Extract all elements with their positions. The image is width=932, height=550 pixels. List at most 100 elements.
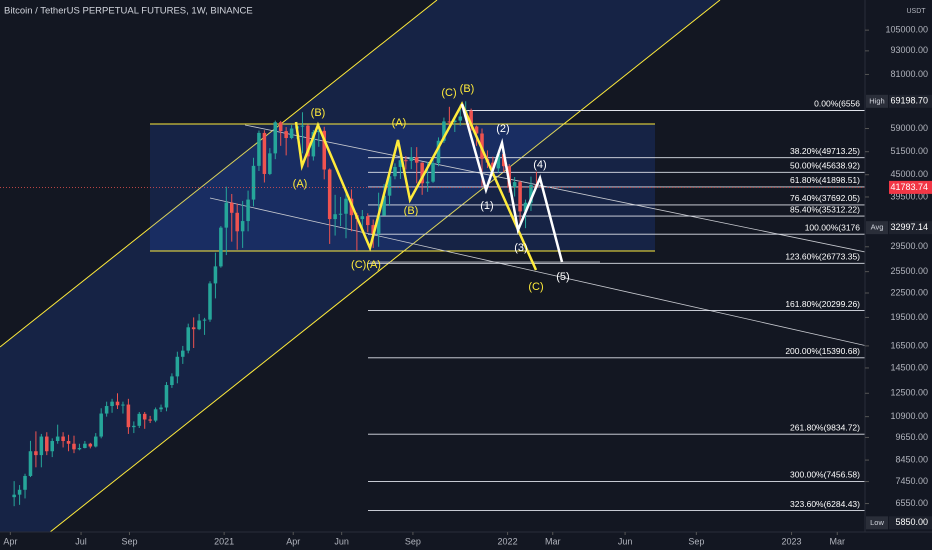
y-tick-label: 22500.00 (890, 287, 928, 297)
candle-body (246, 199, 250, 222)
fib-label: 161.80%(20299.26) (785, 299, 860, 309)
candle-body (197, 320, 201, 330)
candle-body (458, 116, 463, 121)
x-tick-label: Mar (545, 536, 561, 546)
candle-body (436, 140, 441, 164)
wave-label: (C) (528, 281, 543, 293)
candle-body (28, 451, 33, 476)
y-tick-label: 45000.00 (890, 169, 928, 179)
wave-abc (294, 101, 538, 271)
candle-body (61, 436, 65, 442)
y-tick-label: 105000.00 (885, 25, 928, 35)
candle-body (300, 125, 305, 127)
y-tick-label: 16500.00 (890, 340, 928, 350)
x-tick-label: Apr (3, 536, 17, 546)
candle-body (66, 441, 71, 444)
candle-body (474, 126, 479, 134)
candle-body (181, 350, 185, 357)
candle-body (202, 319, 207, 321)
candle-body (104, 406, 109, 414)
candle-body (360, 216, 365, 220)
fib-label: 261.80%(9834.72) (790, 422, 860, 432)
candle-body (88, 443, 93, 447)
candle-body (284, 131, 288, 139)
candle-body (278, 122, 283, 132)
candle-body (55, 436, 60, 442)
candle-body (235, 212, 239, 232)
x-tick-label: 2022 (498, 536, 518, 546)
wave-label: (B) (460, 83, 475, 95)
candle-body (229, 202, 234, 213)
candle-body (523, 202, 528, 212)
candle-body (219, 227, 223, 267)
y-tick-label: 25500.00 (890, 266, 928, 276)
candle-body (289, 128, 294, 139)
candle-body (442, 121, 446, 141)
wave-label: (B) (311, 107, 326, 119)
candle-body (333, 214, 337, 220)
wave-label: (3) (514, 242, 527, 254)
candle-body (518, 182, 522, 212)
y-tick-label: 39500.00 (890, 191, 928, 201)
y-tick-label: 10900.00 (890, 411, 928, 421)
trendline (209, 197, 865, 346)
candle-body (121, 404, 125, 406)
candle-body (257, 132, 261, 166)
chart-title: Bitcoin / TetherUS PERPETUAL FUTURES, 1W… (4, 6, 253, 17)
candle-body (137, 413, 142, 426)
candle-body (164, 385, 169, 408)
candle-body (83, 443, 87, 449)
x-tick-label: Sep (405, 536, 421, 546)
y-tick-label: 93000.00 (890, 45, 928, 55)
fib-label: 85.40%(35312.22) (790, 204, 860, 214)
candle-body (529, 184, 533, 203)
x-tick-label: Jun (618, 536, 633, 546)
candle-body (213, 266, 218, 284)
candle-body (491, 162, 495, 169)
candle-body (447, 121, 452, 123)
wave-label: (1) (480, 200, 493, 212)
y-tick-label: 19500.00 (890, 312, 928, 322)
wave-label: (4) (533, 159, 546, 171)
wave-paths (294, 101, 564, 271)
fib-label: 300.00%(7456.58) (790, 470, 860, 480)
y-tick-label: 8450.00 (895, 454, 928, 464)
candle-body (110, 401, 114, 407)
candle-body (262, 132, 267, 174)
candle-body (93, 436, 98, 447)
candle-body (409, 157, 414, 161)
candle-body (170, 376, 174, 386)
candle-body (431, 163, 435, 182)
marker-tag-label: Low (870, 518, 884, 527)
marker-box (889, 516, 932, 530)
candle-body (317, 130, 321, 133)
candle-body (115, 401, 120, 406)
candle-body (17, 489, 22, 495)
candle-body (12, 494, 16, 498)
candle-body (99, 413, 103, 437)
candle-body (273, 122, 278, 154)
fib-label: 323.60%(6284.43) (790, 499, 860, 509)
x-tick-label: 2023 (782, 536, 802, 546)
axes: 105000.00 93000.00 81000.00 59000.00 51500.0… (3, 25, 932, 546)
candle-body (175, 356, 180, 377)
x-tick-label: Jun (334, 536, 349, 546)
last-price-box (889, 180, 932, 194)
channel-lower (49, 0, 721, 532)
candle-body (72, 443, 76, 450)
candle-body (251, 165, 256, 200)
candle-body (398, 160, 403, 167)
marker-box (889, 221, 932, 235)
candle-body (327, 169, 332, 220)
marker-value: 32997.14 (890, 222, 928, 232)
wave-label: (A) (392, 117, 407, 129)
last-price-label: 41783.74 (890, 182, 928, 192)
marker-tag (866, 221, 888, 235)
fib-label: 123.60%(26773.35) (785, 252, 860, 262)
fib-label: 61.80%(41898.51) (790, 175, 860, 185)
candle-body (365, 216, 370, 226)
candle-body (240, 221, 245, 232)
candle-body (425, 181, 430, 184)
marker-value: 69198.70 (890, 96, 928, 106)
